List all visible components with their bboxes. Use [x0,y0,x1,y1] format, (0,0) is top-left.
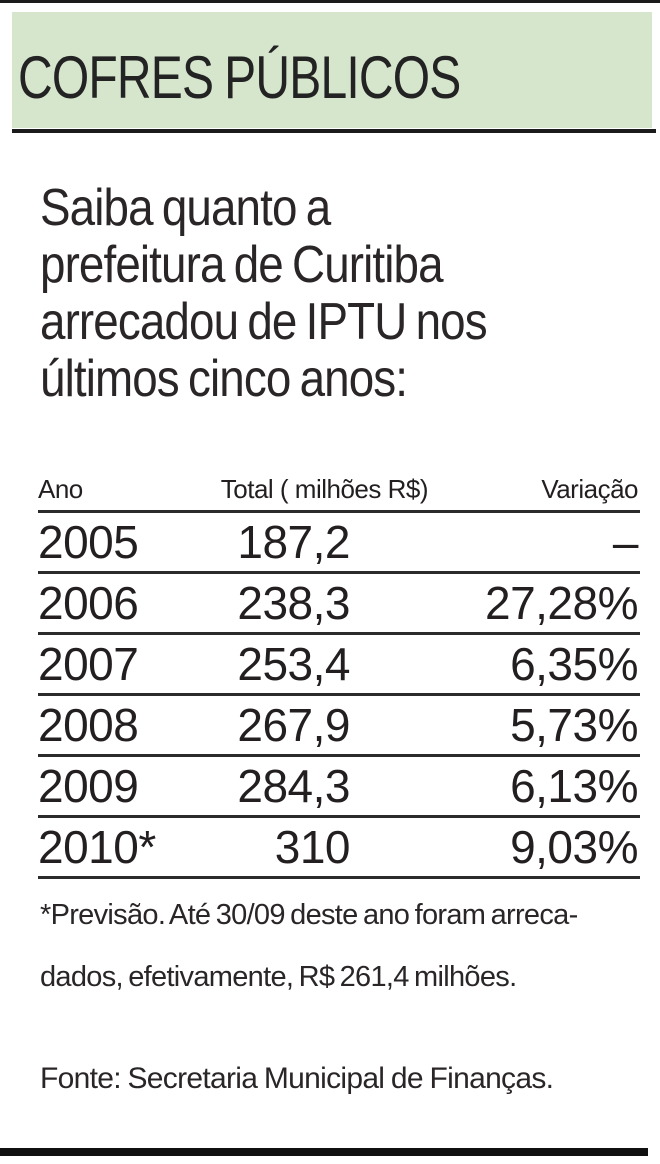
table-row: 2007 253,4 6,35% [38,635,640,696]
cell-ano: 2010* [38,821,156,873]
cell-ano: 2005 [38,516,139,568]
table-header-row: Ano Total ( milhões R$) Variação [38,458,640,513]
table-row: 2010* 310 9,03% [38,818,640,879]
intro-line: últimos cinco anos: [40,350,408,408]
table-row: 2008 267,9 5,73% [38,696,640,757]
cell-total: 253,4 [237,638,350,690]
cell-variacao: – [612,516,639,568]
table-body: 2005 187,2–2006 238,3 27,28% 2007 253,4 6,35% 2… [38,513,640,879]
intro-line: Saiba quanto a [40,179,331,237]
footnote-line: dados, efetivamente, R$ 261,4 milhões. [40,961,517,993]
cell-ano: 2007 [38,638,139,690]
cell-variacao: 27,28% [484,577,639,629]
intro-text: Saiba quanto a prefeitura de Curitiba ar… [40,179,488,408]
footnote: *Previsão. Até 30/09 deste ano foram arr… [40,884,578,1008]
header-band: COFRES PÚBLICOS [12,12,652,128]
table-row: 2006 238,3 27,28% [38,574,640,635]
source-credit: Fonte: Secretaria Municipal de Finanças. [40,1062,554,1095]
footnote-line: *Previsão. Até 30/09 deste ano foram arr… [40,899,578,931]
intro-line: prefeitura de Curitiba [40,236,444,294]
cell-total: 238,3 [237,577,350,629]
cell-total: 284,3 [237,760,350,812]
cell-variacao: 9,03% [510,821,638,873]
cell-ano: 2008 [38,699,139,751]
header-underline [12,129,656,133]
cell-variacao: 6,13% [510,760,638,812]
top-rule [0,0,660,3]
cell-ano: 2006 [38,577,139,629]
cell-ano: 2009 [38,760,139,812]
cell-total: 310 [274,821,351,873]
table-row: 2009 284,3 6,13% [38,757,640,818]
bottom-rule [0,1148,648,1156]
cell-total: 187,2 [237,516,350,568]
table-row: 2005 187,2 – [38,513,640,574]
column-header-total: Total ( milhões R$) [220,474,429,504]
cell-variacao: 6,35% [510,638,638,690]
column-header-variacao: Variação [541,474,638,504]
page-title: COFRES PÚBLICOS [18,44,461,111]
data-table: Ano Total ( milhões R$) Variação 2005 187… [38,458,640,879]
cell-variacao: 5,73% [510,699,638,751]
cell-total: 267,9 [237,699,350,751]
column-header-ano: Ano [38,474,83,504]
intro-line: arrecadou de IPTU nos [40,293,488,351]
